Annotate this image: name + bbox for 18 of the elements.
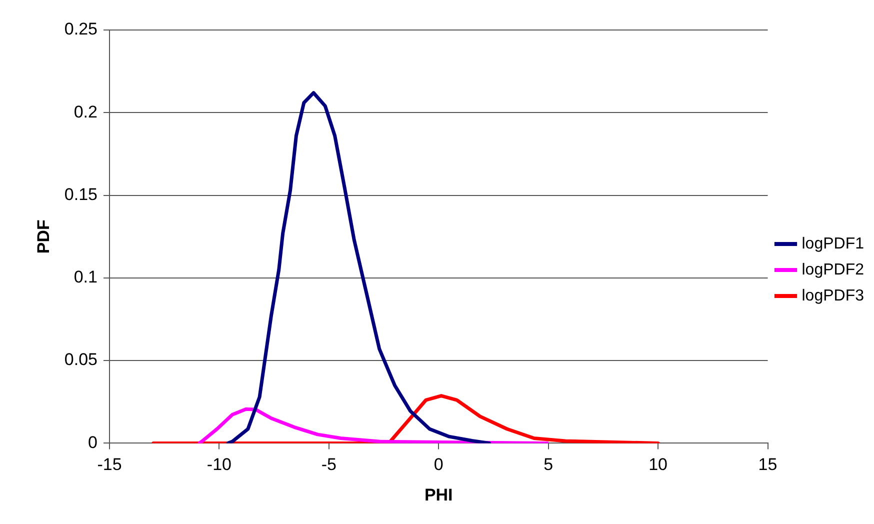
x-tick-label: -5 xyxy=(321,455,336,474)
y-tick-label: 0.15 xyxy=(64,184,98,204)
legend-label: logPDF1 xyxy=(802,235,864,252)
x-tick-label: -15 xyxy=(97,455,122,474)
y-tick-label: 0.25 xyxy=(64,20,98,39)
x-tick-label: -10 xyxy=(206,455,232,474)
y-tick-label: 0.1 xyxy=(74,268,98,287)
y-tick-label: 0.2 xyxy=(74,102,98,122)
x-tick-label: 10 xyxy=(648,455,668,474)
y-tick-label: 0 xyxy=(88,432,98,452)
x-axis-title: PHI xyxy=(424,485,453,504)
legend-label: logPDF3 xyxy=(802,287,864,304)
x-tick-label: 5 xyxy=(544,455,554,474)
y-tick-label: 0.05 xyxy=(64,350,98,370)
x-tick-label: 0 xyxy=(434,455,444,474)
x-tick-label: 15 xyxy=(758,455,778,474)
legend-label: logPDF2 xyxy=(802,261,864,278)
y-axis-title: PDF xyxy=(34,220,53,254)
